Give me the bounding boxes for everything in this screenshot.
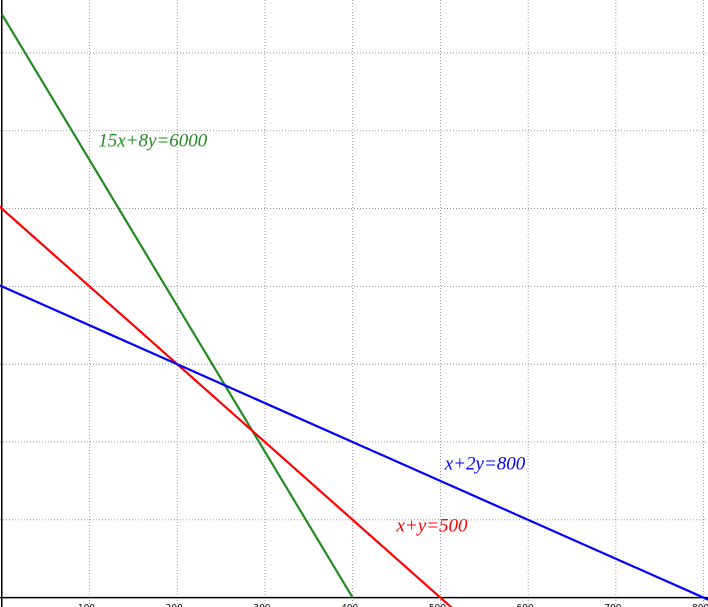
x-tick-label-600: 600: [517, 604, 534, 607]
x-tick-label-500: 500: [429, 604, 446, 607]
x-tick-label-700: 700: [604, 604, 621, 607]
x-tick-label-400: 400: [341, 604, 358, 607]
series-line-0: [0, 13, 354, 599]
series-line-2: [0, 284, 708, 601]
series-line-1: [0, 205, 453, 607]
x-tick-label-800: 800: [692, 604, 708, 607]
x-tick-label-300: 300: [253, 604, 270, 607]
series-labels: 15x+8y=6000 x+y=500 x+2y=800: [98, 130, 526, 536]
x-tick-label-200: 200: [166, 604, 183, 607]
series-label-2: x+2y=800: [444, 453, 526, 474]
series-lines: [0, 13, 708, 607]
series-label-1: x+y=500: [396, 516, 469, 537]
series-label-0: 15x+8y=6000: [98, 130, 208, 151]
x-tick-label-100: 100: [78, 604, 95, 607]
tick-labels: 1002003004005006007008001002003004005006…: [78, 604, 708, 607]
